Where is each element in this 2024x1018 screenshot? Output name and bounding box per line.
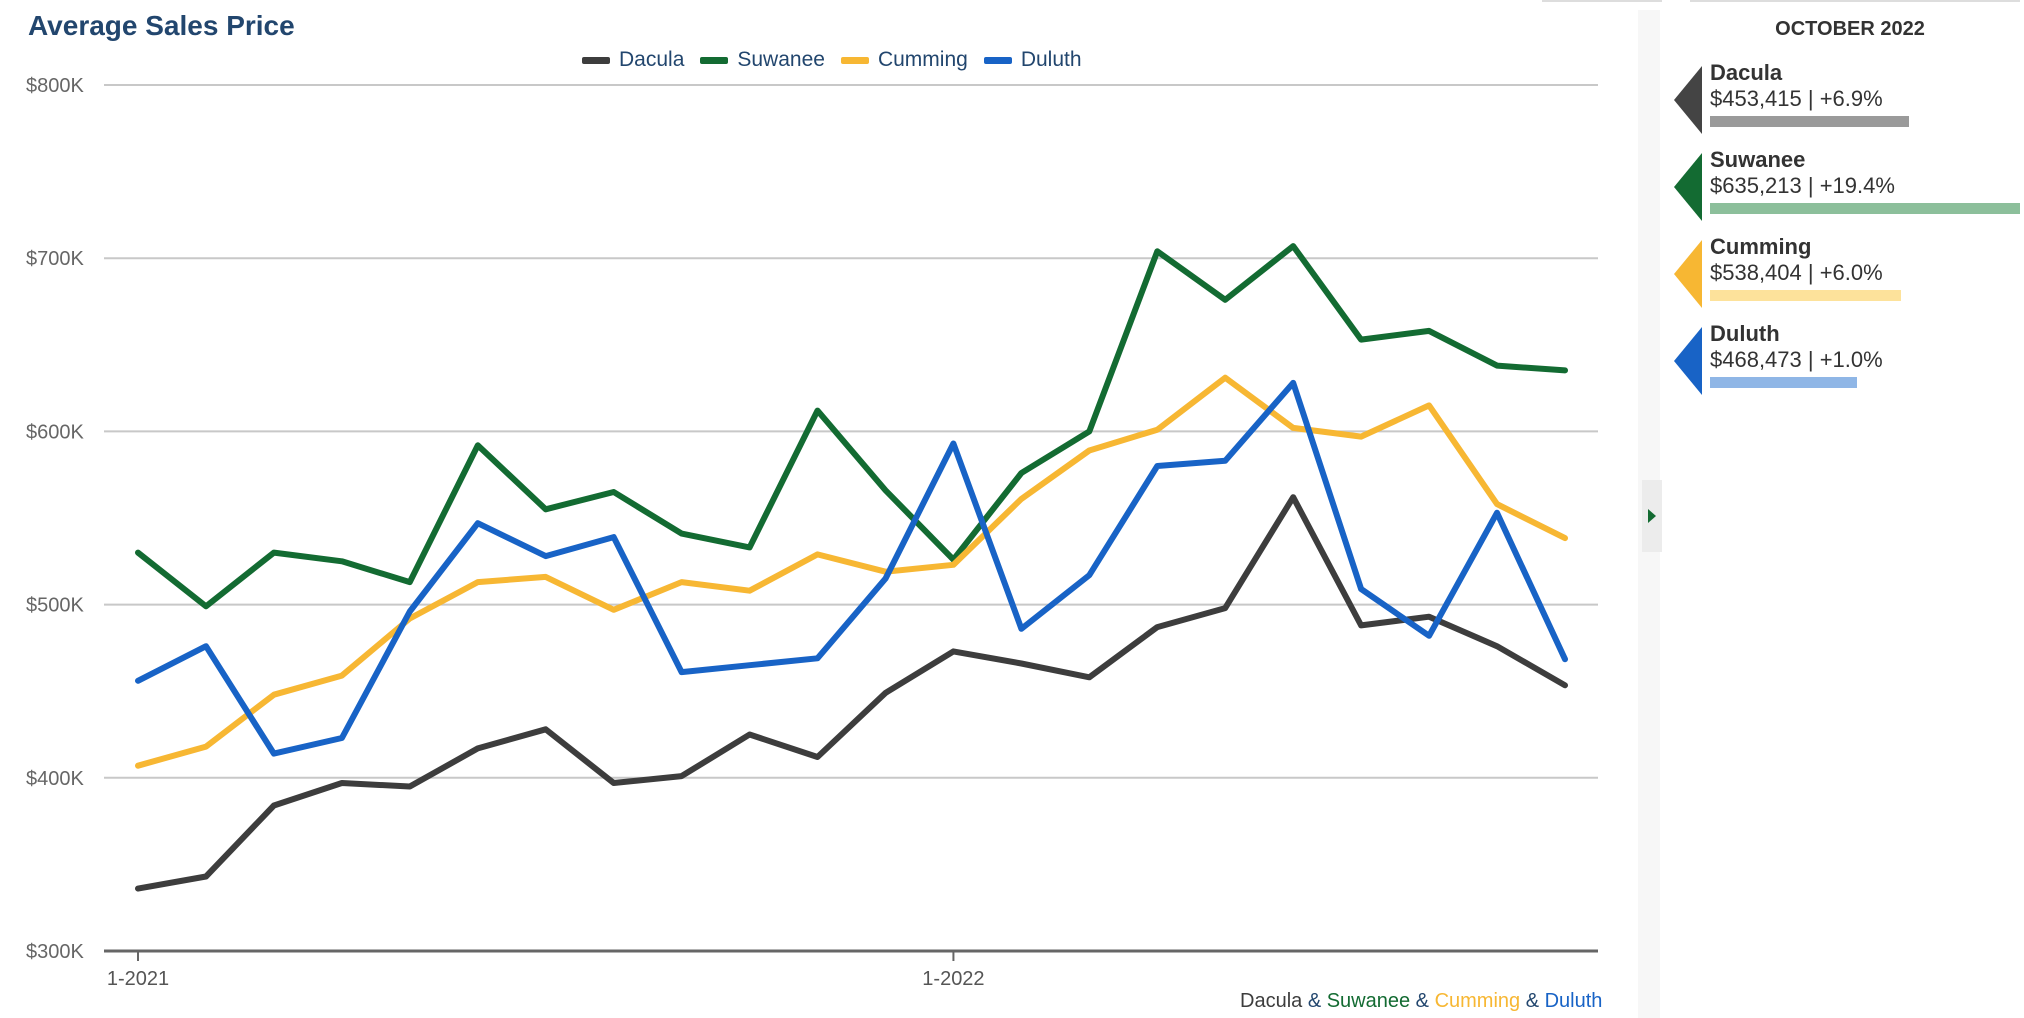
chart-title: Average Sales Price: [28, 10, 295, 41]
footer-caption-part: Dacula: [1240, 990, 1303, 1012]
footer-caption-part: &: [1520, 990, 1545, 1012]
side-panel: OCTOBER 2022 Dacula $453,415 | +6.9% Suwan…: [1662, 0, 2024, 1018]
side-card-change-bar: [1710, 290, 1901, 301]
legend-swatch: [700, 56, 729, 64]
y-tick-label: $400K: [26, 768, 84, 790]
side-card-name: Cumming: [1710, 234, 1812, 259]
side-card-value: $468,473 | +1.0%: [1710, 347, 1883, 372]
footer-caption: Dacula & Suwanee & Cumming & Duluth: [1240, 990, 1602, 1013]
side-card-value: $453,415 | +6.9%: [1710, 86, 1883, 111]
line-chart: $300K $400K $500K $600K $700K $800K 1-2021 1-20…: [26, 75, 1598, 990]
x-tick-label: 1-2021: [107, 968, 169, 990]
period-label: OCTOBER 2022: [1775, 18, 1925, 40]
side-card-name: Duluth: [1710, 321, 1780, 346]
legend-item-suwanee[interactable]: Suwanee: [700, 48, 825, 72]
footer-caption-part: Cumming: [1434, 990, 1521, 1012]
side-card-change-bar: [1710, 203, 2020, 214]
footer-caption-part: Duluth: [1544, 990, 1603, 1012]
side-card-value: $635,213 | +19.4%: [1710, 173, 1895, 198]
legend-item-dacula[interactable]: Dacula: [582, 48, 684, 72]
chevron-right-icon: [1648, 509, 1656, 523]
y-tick-label: $300K: [26, 941, 84, 963]
legend-item-duluth[interactable]: Duluth: [983, 48, 1082, 72]
pointer-arrow-icon: [1674, 327, 1702, 395]
x-tick-label: 1-2022: [922, 968, 984, 990]
series-line-suwanee: [135, 243, 1568, 610]
side-card-duluth[interactable]: Duluth $468,473 | +1.0%: [1674, 321, 2024, 395]
footer-caption-part: &: [1410, 990, 1435, 1012]
pointer-arrow-icon: [1674, 153, 1702, 221]
y-tick-label: $700K: [26, 248, 84, 270]
series-line-dacula: [135, 494, 1568, 892]
legend-label: Suwanee: [737, 48, 825, 71]
series-line-cumming: [135, 374, 1568, 769]
y-tick-label: $600K: [26, 421, 84, 443]
pointer-arrow-icon: [1674, 66, 1702, 134]
legend-swatch: [983, 56, 1012, 64]
side-card-cumming[interactable]: Cumming $538,404 | +6.0%: [1674, 234, 2024, 308]
legend-label: Dacula: [619, 48, 685, 71]
series-line-duluth: [135, 379, 1568, 757]
side-card-change-bar: [1710, 377, 1857, 388]
y-tick-label: $800K: [26, 75, 84, 97]
pointer-arrow-icon: [1674, 240, 1702, 308]
chart-legend: Dacula Suwanee Cumming Duluth: [582, 48, 1082, 72]
side-card-name: Dacula: [1710, 60, 1783, 85]
footer-caption-part: Suwanee: [1326, 990, 1411, 1012]
legend-item-cumming[interactable]: Cumming: [840, 48, 968, 72]
side-card-name: Suwanee: [1710, 147, 1806, 172]
legend-label: Duluth: [1020, 48, 1082, 71]
top-tab-edge-right: [1690, 0, 2020, 2]
footer-caption-part: &: [1302, 990, 1327, 1012]
legend-swatch: [582, 56, 610, 64]
side-card-suwanee[interactable]: Suwanee $635,213 | +19.4%: [1674, 147, 2024, 221]
side-card-value: $538,404 | +6.0%: [1710, 260, 1883, 285]
side-card-change-bar: [1710, 116, 1909, 127]
side-card-dacula[interactable]: Dacula $453,415 | +6.9%: [1674, 60, 2024, 134]
top-tab-edge: [1542, 0, 1662, 2]
y-tick-label: $500K: [26, 595, 84, 617]
legend-label: Cumming: [877, 48, 968, 71]
legend-swatch: [840, 56, 869, 64]
collapse-panel-button[interactable]: [1642, 480, 1662, 552]
